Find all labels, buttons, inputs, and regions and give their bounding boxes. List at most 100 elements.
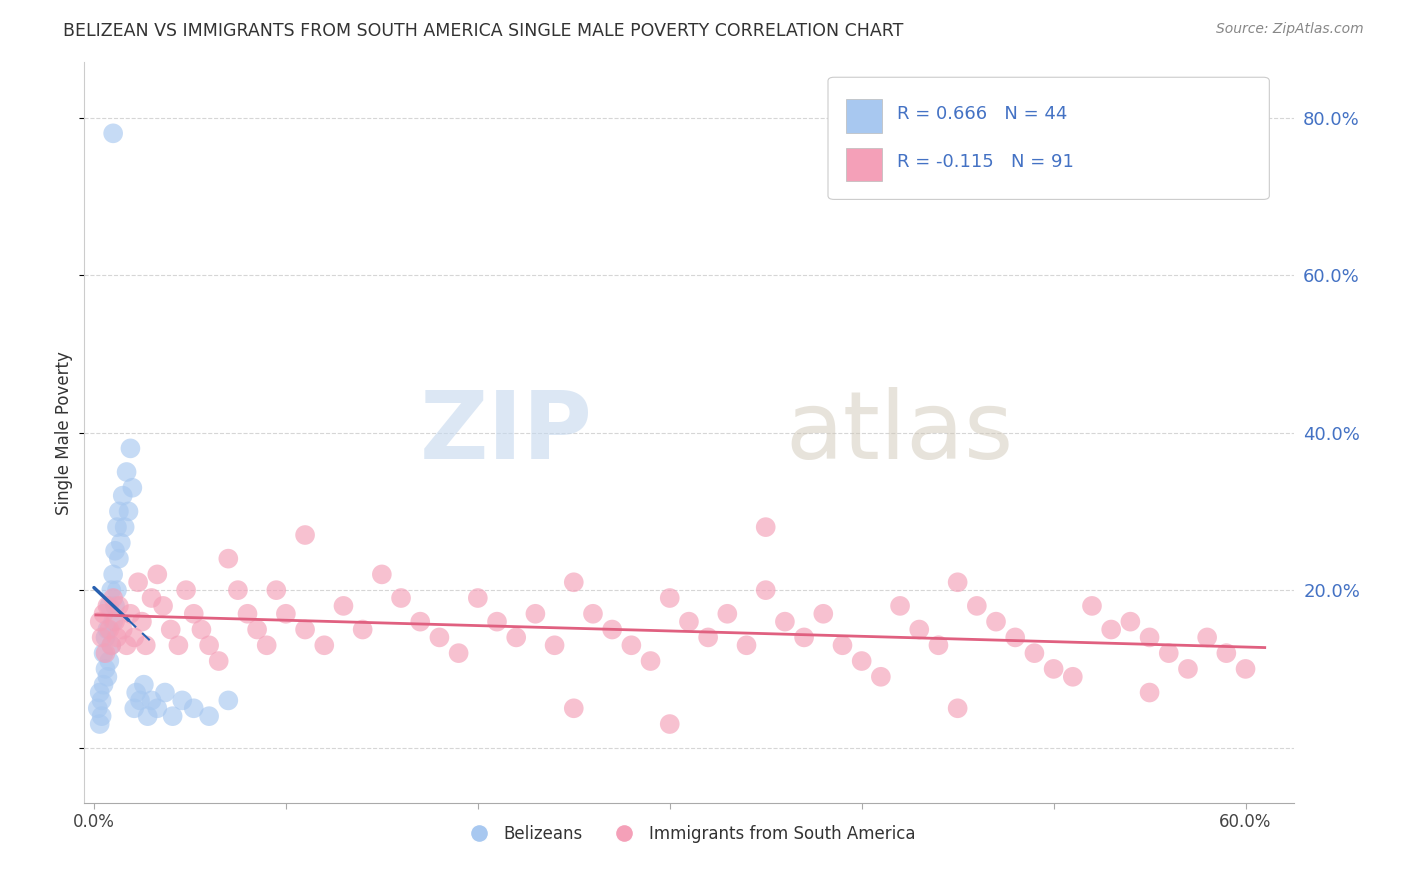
Point <box>98 623 121 637</box>
Point <box>104 615 127 629</box>
Point <box>1081 599 1104 613</box>
Point <box>332 599 354 613</box>
Point <box>89 717 111 731</box>
Point <box>111 623 134 637</box>
Point <box>217 693 239 707</box>
Point <box>100 638 122 652</box>
Point <box>658 591 681 605</box>
Point <box>101 126 124 140</box>
Point <box>90 709 112 723</box>
Point <box>110 536 132 550</box>
Point <box>89 615 111 629</box>
FancyBboxPatch shape <box>828 78 1270 200</box>
Point <box>172 693 194 707</box>
Point <box>389 591 412 605</box>
Point <box>1042 662 1064 676</box>
Point <box>174 583 197 598</box>
Point <box>135 638 157 652</box>
Point <box>266 583 288 598</box>
Point <box>851 654 873 668</box>
Point <box>1062 670 1084 684</box>
Point <box>159 623 181 637</box>
Point <box>582 607 605 621</box>
Point <box>658 717 681 731</box>
Point <box>1119 615 1142 629</box>
Point <box>87 701 110 715</box>
Point <box>136 709 159 723</box>
Point <box>505 631 527 645</box>
Point <box>371 567 394 582</box>
Text: BELIZEAN VS IMMIGRANTS FROM SOUTH AMERICA SINGLE MALE POVERTY CORRELATION CHART: BELIZEAN VS IMMIGRANTS FROM SOUTH AMERIC… <box>63 22 904 40</box>
Point <box>101 615 124 629</box>
Text: Source: ZipAtlas.com: Source: ZipAtlas.com <box>1216 22 1364 37</box>
Point <box>121 481 143 495</box>
Point <box>429 631 451 645</box>
Point <box>101 591 124 605</box>
Point <box>562 701 585 715</box>
Point <box>208 654 231 668</box>
Point <box>1215 646 1237 660</box>
Point <box>100 638 122 652</box>
Point <box>98 599 121 613</box>
Point <box>90 631 112 645</box>
FancyBboxPatch shape <box>846 99 883 133</box>
Point <box>104 599 127 613</box>
Point <box>640 654 662 668</box>
Point <box>108 599 131 613</box>
Point <box>946 701 969 715</box>
Point <box>678 615 700 629</box>
Point <box>870 670 893 684</box>
Point <box>108 504 131 518</box>
Point <box>1139 685 1161 699</box>
Point <box>1197 631 1219 645</box>
Point <box>409 615 432 629</box>
Point <box>120 442 142 456</box>
Point <box>152 599 174 613</box>
Point <box>93 607 115 621</box>
Point <box>96 599 118 613</box>
Point <box>735 638 758 652</box>
Point <box>167 638 190 652</box>
Point <box>108 551 131 566</box>
Point <box>105 631 128 645</box>
Point <box>96 623 118 637</box>
Point <box>1177 662 1199 676</box>
Point <box>94 646 117 660</box>
Point <box>120 607 142 621</box>
Point <box>162 709 184 723</box>
Point <box>1157 646 1180 660</box>
Point <box>146 567 169 582</box>
Point <box>114 520 136 534</box>
Point <box>122 701 145 715</box>
Point <box>93 646 115 660</box>
Point <box>946 575 969 590</box>
Point <box>89 685 111 699</box>
Point <box>927 638 949 652</box>
Point <box>105 583 128 598</box>
Point <box>908 623 931 637</box>
Point <box>352 623 374 637</box>
Point <box>129 693 152 707</box>
Point <box>966 599 988 613</box>
Point <box>697 631 720 645</box>
Point <box>94 662 117 676</box>
Point <box>984 615 1007 629</box>
Point <box>246 623 269 637</box>
Point <box>1234 662 1257 676</box>
Point <box>141 591 163 605</box>
Point <box>562 575 585 590</box>
Point <box>620 638 643 652</box>
Point <box>183 701 205 715</box>
Point <box>1139 631 1161 645</box>
Point <box>1099 623 1122 637</box>
Point <box>101 567 124 582</box>
Point <box>217 551 239 566</box>
Point <box>755 520 778 534</box>
Point <box>198 638 221 652</box>
Point <box>122 631 145 645</box>
Point <box>755 583 778 598</box>
Y-axis label: Single Male Poverty: Single Male Poverty <box>55 351 73 515</box>
Point <box>94 631 117 645</box>
Point <box>190 623 212 637</box>
Point <box>198 709 221 723</box>
